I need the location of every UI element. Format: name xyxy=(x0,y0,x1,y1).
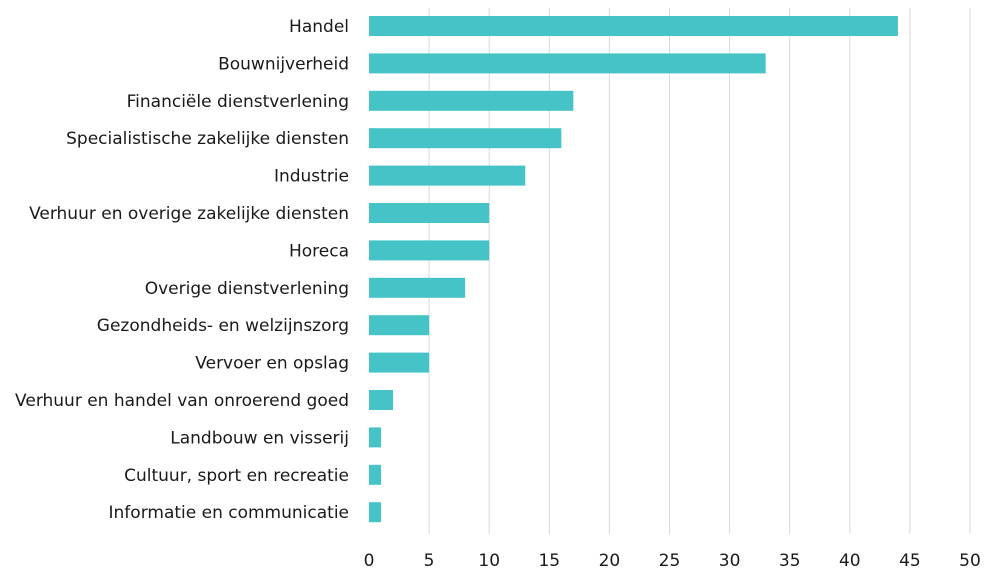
x-tick-label: 50 xyxy=(959,551,981,571)
x-tick-label: 5 xyxy=(424,551,435,571)
category-label: Financiële dienstverlening xyxy=(127,92,349,112)
x-tick-label: 10 xyxy=(478,551,500,571)
bar xyxy=(369,315,430,336)
bar xyxy=(369,502,382,523)
category-label: Handel xyxy=(289,17,349,37)
category-label: Cultuur, sport en recreatie xyxy=(124,466,349,486)
x-tick-label: 45 xyxy=(899,551,921,571)
category-label: Horeca xyxy=(289,241,349,261)
category-label: Overige dienstverlening xyxy=(145,279,349,299)
grid-lines xyxy=(428,8,971,534)
category-labels: Handel Bouwnijverheid Financiële dienstver… xyxy=(15,17,349,523)
category-label: Landbouw en visserij xyxy=(170,428,349,448)
bar xyxy=(369,390,394,410)
category-label: Verhuur en handel van onroerend goed xyxy=(15,391,349,411)
bar xyxy=(369,53,766,74)
bar xyxy=(369,427,382,448)
x-tick-label: 20 xyxy=(599,551,621,571)
category-label: Industrie xyxy=(274,167,349,187)
category-label: Informatie en communicatie xyxy=(109,503,349,523)
bars xyxy=(369,16,898,523)
category-label: Verhuur en overige zakelijke diensten xyxy=(29,204,349,224)
bar xyxy=(369,128,562,149)
x-tick-label: 0 xyxy=(364,551,375,571)
bar xyxy=(369,90,574,111)
bar xyxy=(369,464,382,485)
x-tick-label: 30 xyxy=(719,551,741,571)
bar xyxy=(369,16,898,36)
x-tick-label: 25 xyxy=(659,551,681,571)
x-tick-label: 35 xyxy=(779,551,801,571)
category-label: Bouwnijverheid xyxy=(218,54,349,74)
x-tick-label: 40 xyxy=(839,551,861,571)
bar xyxy=(369,165,526,186)
bar xyxy=(369,203,490,223)
x-tick-label: 15 xyxy=(538,551,560,571)
bar xyxy=(369,240,490,261)
category-label: Specialistische zakelijke diensten xyxy=(66,129,349,149)
category-label: Vervoer en opslag xyxy=(195,354,349,374)
bar xyxy=(369,352,430,373)
bar xyxy=(369,277,466,298)
category-label: Gezondheids- en welzijnszorg xyxy=(97,316,349,336)
x-axis-tick-labels: 0 5 10 15 20 25 30 35 40 45 50 xyxy=(364,551,981,571)
